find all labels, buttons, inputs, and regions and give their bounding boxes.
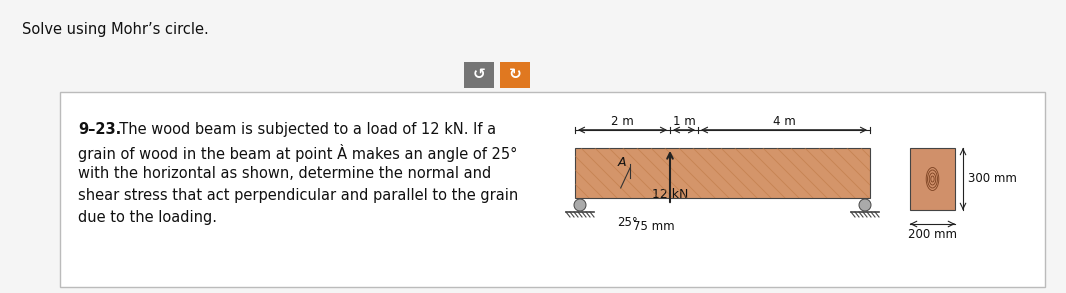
Text: 1 m: 1 m (673, 115, 695, 128)
Text: 200 mm: 200 mm (908, 228, 957, 241)
Bar (500, 62, 530, 88)
Text: 2 m: 2 m (611, 115, 634, 128)
Text: ↺: ↺ (472, 67, 485, 83)
Circle shape (859, 199, 871, 211)
Text: 12 kN: 12 kN (651, 188, 689, 201)
Text: The wood beam is subjected to a load of 12 kN. If a: The wood beam is subjected to a load of … (110, 122, 496, 137)
Text: due to the loading.: due to the loading. (78, 210, 217, 225)
Bar (910, 148, 955, 210)
Text: grain of wood in the beam at point À makes an angle of 25°: grain of wood in the beam at point À mak… (78, 144, 517, 162)
Text: 9–23.: 9–23. (78, 122, 122, 137)
Text: shear stress that act perpendicular and parallel to the grain: shear stress that act perpendicular and … (78, 188, 518, 203)
Text: with the horizontal as shown, determine the normal and: with the horizontal as shown, determine … (78, 166, 491, 181)
Text: A: A (618, 156, 626, 169)
Text: 4 m: 4 m (773, 115, 795, 128)
Text: 75 mm: 75 mm (633, 220, 675, 233)
Bar (575, 148, 870, 198)
Text: ↻: ↻ (508, 67, 521, 83)
Text: 300 mm: 300 mm (968, 173, 1017, 185)
Bar (464, 62, 494, 88)
Bar (60, 92, 1045, 287)
Text: 25°: 25° (617, 216, 637, 229)
Circle shape (574, 199, 586, 211)
Text: Solve using Mohr’s circle.: Solve using Mohr’s circle. (22, 22, 209, 37)
